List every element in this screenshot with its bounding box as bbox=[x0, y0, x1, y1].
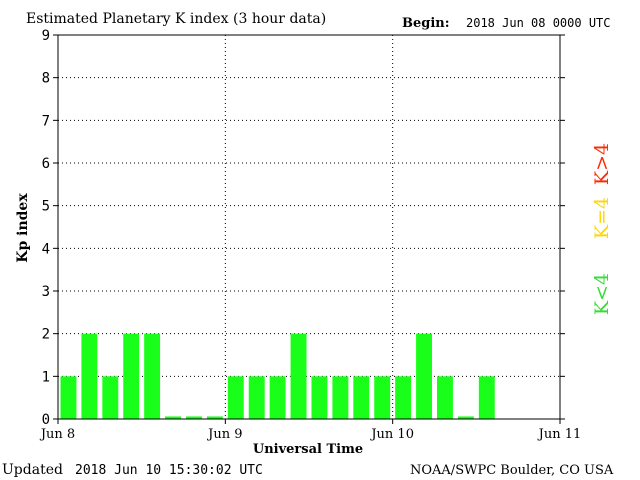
grid-lines bbox=[58, 35, 560, 419]
plot-frame bbox=[57, 34, 561, 420]
kp-bar bbox=[311, 376, 328, 419]
legend-k-equal: K=4 bbox=[591, 197, 613, 239]
kp-bar bbox=[123, 333, 140, 419]
y-axis-label: Kp index bbox=[15, 193, 31, 263]
y-ticks: 0 1 2 3 4 5 6 7 8 9 bbox=[42, 28, 565, 428]
y-tick-label: 0 bbox=[42, 412, 50, 428]
kp-bar bbox=[478, 376, 495, 419]
kp-bar bbox=[206, 416, 223, 419]
kp-bar bbox=[290, 333, 307, 419]
bars-group bbox=[60, 333, 495, 419]
y-tick-label: 5 bbox=[42, 199, 50, 215]
y-tick-label: 3 bbox=[42, 284, 50, 300]
kp-bar bbox=[144, 333, 161, 419]
legend-k-below: K<4 bbox=[591, 273, 613, 315]
y-tick-label: 4 bbox=[42, 241, 50, 257]
y-tick-label: 2 bbox=[42, 327, 50, 343]
y-tick-label: 1 bbox=[42, 369, 50, 385]
updated-label: Updated bbox=[2, 462, 63, 478]
kp-bar bbox=[437, 376, 453, 419]
kp-bar bbox=[457, 416, 474, 419]
kp-bar bbox=[395, 376, 412, 419]
kp-bar bbox=[60, 376, 77, 419]
x-tick-label: Jun 9 bbox=[206, 427, 242, 442]
y-tick-label: 8 bbox=[42, 71, 50, 87]
y-tick-label: 6 bbox=[42, 156, 50, 172]
kp-bar bbox=[353, 376, 370, 419]
source-credit: NOAA/SWPC Boulder, CO USA bbox=[410, 463, 614, 478]
x-axis-label: Universal Time bbox=[253, 442, 363, 457]
updated-value: 2018 Jun 10 15:30:02 UTC bbox=[75, 463, 263, 478]
x-tick-label: Jun 10 bbox=[369, 427, 414, 442]
kp-bar bbox=[81, 333, 98, 419]
x-ticks: Jun 8 Jun 9 Jun 10 Jun 11 bbox=[39, 419, 582, 442]
kp-bar bbox=[332, 376, 349, 419]
kp-bar bbox=[416, 333, 432, 419]
kp-bar bbox=[102, 376, 119, 419]
begin-label: Begin: bbox=[402, 16, 450, 31]
y-tick-label: 7 bbox=[42, 113, 50, 129]
x-tick-label: Jun 11 bbox=[537, 427, 582, 442]
kp-bar bbox=[374, 376, 391, 419]
kp-bar bbox=[248, 376, 265, 419]
legend-k-above: K>4 bbox=[591, 143, 613, 185]
y-tick-label: 9 bbox=[42, 28, 50, 44]
kp-bar bbox=[269, 376, 286, 419]
x-tick-label: Jun 8 bbox=[39, 427, 75, 442]
kp-bar bbox=[227, 376, 244, 419]
begin-value: 2018 Jun 08 0000 UTC bbox=[466, 16, 611, 30]
kp-bar bbox=[165, 416, 181, 419]
kp-bar bbox=[186, 416, 202, 419]
chart-title: Estimated Planetary K index (3 hour data… bbox=[26, 11, 326, 27]
